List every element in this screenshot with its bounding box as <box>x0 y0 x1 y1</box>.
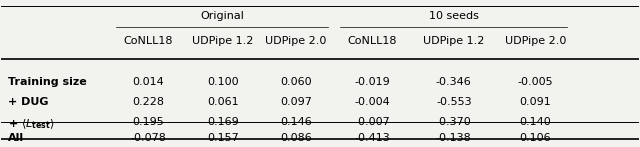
Text: -0.007: -0.007 <box>355 117 390 127</box>
Text: 0.157: 0.157 <box>207 133 239 143</box>
Text: 0.195: 0.195 <box>132 117 164 127</box>
Text: + DUG: + DUG <box>8 97 48 107</box>
Text: 0.100: 0.100 <box>207 77 239 87</box>
Text: -0.346: -0.346 <box>436 77 472 87</box>
Text: Original: Original <box>200 11 244 21</box>
Text: 0.169: 0.169 <box>207 117 239 127</box>
Text: -0.370: -0.370 <box>436 117 472 127</box>
Text: -0.413: -0.413 <box>355 133 390 143</box>
Text: 0.014: 0.014 <box>132 77 164 87</box>
Text: 0.061: 0.061 <box>207 97 239 107</box>
Text: UDPipe 2.0: UDPipe 2.0 <box>265 36 326 46</box>
Text: -0.005: -0.005 <box>518 77 553 87</box>
Text: 0.097: 0.097 <box>280 97 312 107</box>
Text: -0.553: -0.553 <box>436 97 472 107</box>
Text: + $\langle L_{\mathbf{test}}\rangle$: + $\langle L_{\mathbf{test}}\rangle$ <box>8 117 54 131</box>
Text: 0.140: 0.140 <box>520 117 551 127</box>
Text: -0.138: -0.138 <box>436 133 472 143</box>
Text: 0.146: 0.146 <box>280 117 312 127</box>
Text: 0.060: 0.060 <box>280 77 312 87</box>
Text: UDPipe 2.0: UDPipe 2.0 <box>505 36 566 46</box>
Text: Training size: Training size <box>8 77 86 87</box>
Text: All: All <box>8 133 24 143</box>
Text: CoNLL18: CoNLL18 <box>348 36 397 46</box>
Text: CoNLL18: CoNLL18 <box>123 36 173 46</box>
Text: -0.019: -0.019 <box>355 77 390 87</box>
Text: -0.004: -0.004 <box>355 97 390 107</box>
Text: -0.078: -0.078 <box>130 133 166 143</box>
Text: UDPipe 1.2: UDPipe 1.2 <box>193 36 254 46</box>
Text: 0.106: 0.106 <box>520 133 551 143</box>
Text: 0.228: 0.228 <box>132 97 164 107</box>
Text: UDPipe 1.2: UDPipe 1.2 <box>423 36 484 46</box>
Text: 0.086: 0.086 <box>280 133 312 143</box>
Text: 10 seeds: 10 seeds <box>429 11 479 21</box>
Text: 0.091: 0.091 <box>520 97 551 107</box>
